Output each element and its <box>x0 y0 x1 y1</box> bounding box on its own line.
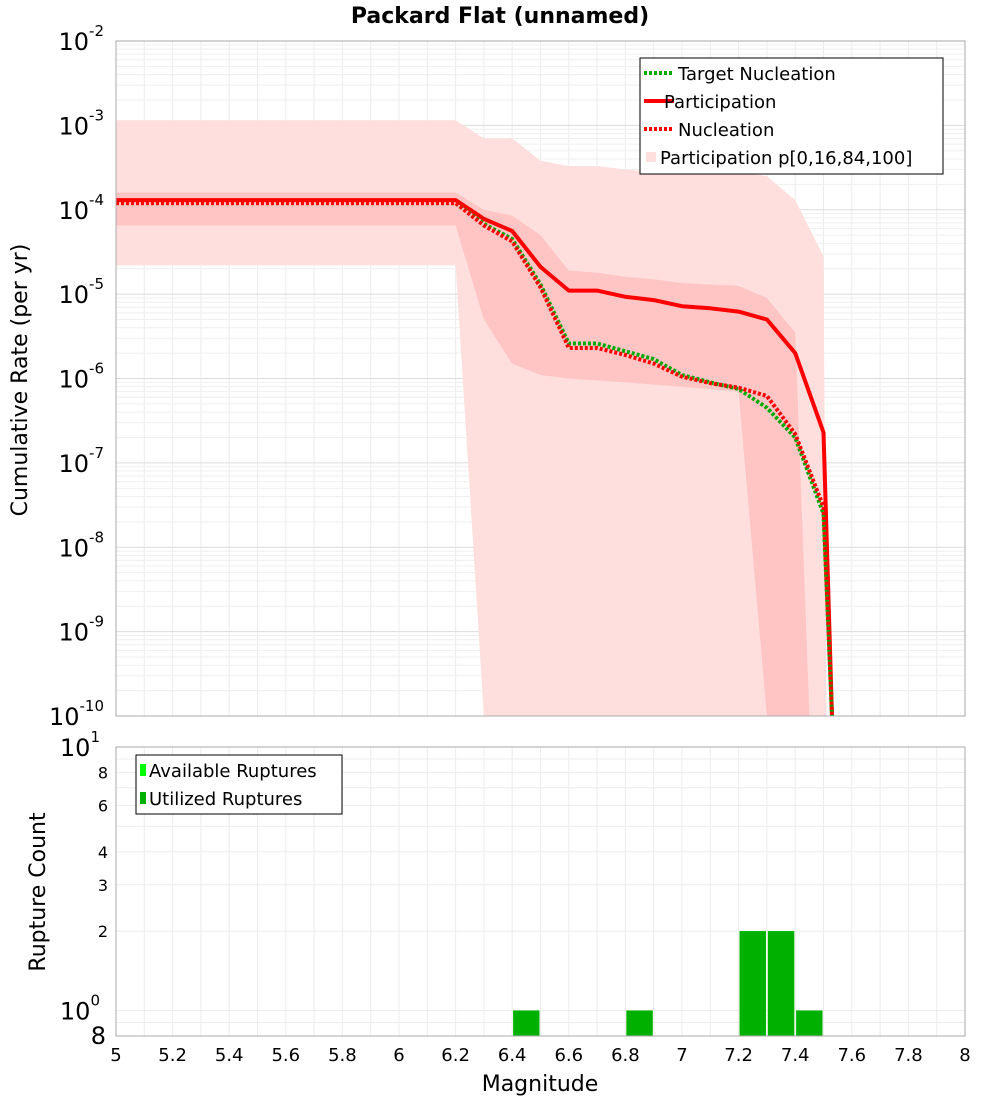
rate-y-tick-base: 10 <box>58 534 89 562</box>
rate-y-tick-base: 10 <box>58 366 89 394</box>
series-line-participation <box>116 198 834 717</box>
bar-utilized-ruptures <box>513 1010 540 1036</box>
rate-y-tick-exp: -6 <box>89 360 104 378</box>
x-tick-label: 6.2 <box>441 1045 470 1066</box>
x-tick-label: 5.2 <box>158 1045 187 1066</box>
count-legend: Available Ruptures Utilized Ruptures <box>135 754 343 815</box>
count-y-tick-base: 10 <box>60 734 91 762</box>
count-y-tick-label: 4 <box>98 843 108 862</box>
bar-utilized-ruptures <box>767 931 795 1036</box>
x-ticks: 5 5.2 5.4 5.6 5.8 6 6.2 6.4 6.6 6.8 7 7.2 7.4 7.6 7.8 8 <box>110 1045 970 1066</box>
rate-y-tick-label: 10-10 <box>49 697 104 731</box>
rate-y-tick-exp: -5 <box>89 275 104 293</box>
legend-label: Participation <box>664 92 776 113</box>
rate-y-tick-base: 10 <box>58 450 89 478</box>
count-bars <box>513 931 823 1036</box>
x-tick-label: 7.4 <box>781 1045 810 1066</box>
rate-lines <box>116 198 834 717</box>
rate-y-tick-base: 10 <box>58 28 89 56</box>
rate-bands <box>116 120 827 717</box>
rate-y-tick-label: 10-6 <box>58 360 104 394</box>
rate-y-tick-base: 10 <box>49 703 80 731</box>
x-tick-label: 7.2 <box>724 1045 753 1066</box>
rate-y-tick-exp: -4 <box>89 191 104 209</box>
rate-y-tick-exp: -10 <box>80 697 105 715</box>
x-tick-label: 5 <box>110 1045 121 1066</box>
rate-y-tick-base: 10 <box>58 619 89 647</box>
rate-y-tick-base: 10 <box>58 281 89 309</box>
rate-y-tick-base: 10 <box>58 197 89 225</box>
rate-y-tick-exp: -7 <box>89 444 104 462</box>
count-y-tick-label: 3 <box>98 876 108 895</box>
legend-label: Nucleation <box>678 120 774 141</box>
rate-y-tick-base: 10 <box>58 112 89 140</box>
rate-y-tick-exp: -8 <box>89 528 104 546</box>
legend-label: Participation p[0,16,84,100] <box>660 148 912 169</box>
chart-title: Packard Flat (unnamed) <box>351 4 649 29</box>
x-tick-label: 5.6 <box>271 1045 300 1066</box>
x-tick-label: 6 <box>393 1045 404 1066</box>
count-y-tick-label: 101 <box>60 728 100 762</box>
count-plot-frame <box>115 746 966 1037</box>
x-tick-label: 7.6 <box>837 1045 866 1066</box>
legend-swatch-bar <box>140 792 146 804</box>
count-y-tick-label: 8 <box>98 764 108 783</box>
count-y-tick-label: 8 <box>91 1022 106 1050</box>
x-tick-label: 5.4 <box>215 1045 244 1066</box>
legend-label: Available Ruptures <box>149 761 317 782</box>
series-line-nucleation <box>116 201 834 717</box>
rate-y-tick-exp: -3 <box>89 106 104 124</box>
x-tick-label: 7 <box>676 1045 687 1066</box>
count-y-axis-label: Rupture Count <box>26 812 51 972</box>
count-y-tick-label: 100 <box>60 991 100 1025</box>
legend-swatch-bar <box>140 764 146 776</box>
rate-y-tick-label: 10-3 <box>58 106 104 140</box>
x-tick-label: 5.8 <box>328 1045 357 1066</box>
x-tick-label: 7.8 <box>894 1045 923 1066</box>
rate-y-tick-label: 10-5 <box>58 275 104 309</box>
rate-y-tick-label: 10-7 <box>58 444 104 478</box>
legend-label: Utilized Ruptures <box>149 789 302 810</box>
x-tick-label: 6.4 <box>498 1045 527 1066</box>
rate-panel: 10-210-310-410-510-610-710-810-910-10 Cu… <box>8 22 966 731</box>
rate-legend-box <box>639 57 944 175</box>
count-y-tick-base: 10 <box>60 997 91 1025</box>
legend-swatch-band <box>646 152 656 162</box>
count-y-tick-exp: 1 <box>90 728 100 746</box>
rate-y-tick-label: 10-8 <box>58 528 104 562</box>
count-y-tick-exp: 0 <box>90 991 100 1009</box>
rate-y-axis-label: Cumulative Rate (per yr) <box>8 244 33 517</box>
x-tick-label: 6.8 <box>611 1045 640 1066</box>
count-y-tick-label: 2 <box>98 922 108 941</box>
rate-legend: Target Nucleation Participation Nucleation… <box>639 57 944 175</box>
rate-y-tick-exp: -9 <box>89 613 104 631</box>
bar-utilized-ruptures <box>739 931 766 1036</box>
bar-utilized-ruptures <box>626 1010 653 1036</box>
rate-y-tick-label: 10-9 <box>58 613 104 647</box>
rate-plot-frame <box>115 40 966 717</box>
bar-utilized-ruptures <box>796 1010 823 1036</box>
legend-label: Target Nucleation <box>677 64 836 85</box>
rate-y-tick-exp: -2 <box>89 22 104 40</box>
rate-band-1 <box>116 192 813 716</box>
count-y-tick-label: 6 <box>98 796 108 815</box>
x-tick-label: 8 <box>959 1045 970 1066</box>
rate-y-tick-label: 10-4 <box>58 191 104 225</box>
x-tick-label: 6.6 <box>554 1045 583 1066</box>
count-legend-box <box>135 754 343 815</box>
rate-y-ticks: 10-210-310-410-510-610-710-810-910-10 <box>49 22 104 731</box>
rate-y-tick-label: 10-2 <box>58 22 104 56</box>
rate-band-0 <box>116 120 827 717</box>
x-axis-label: Magnitude <box>482 1072 599 1097</box>
